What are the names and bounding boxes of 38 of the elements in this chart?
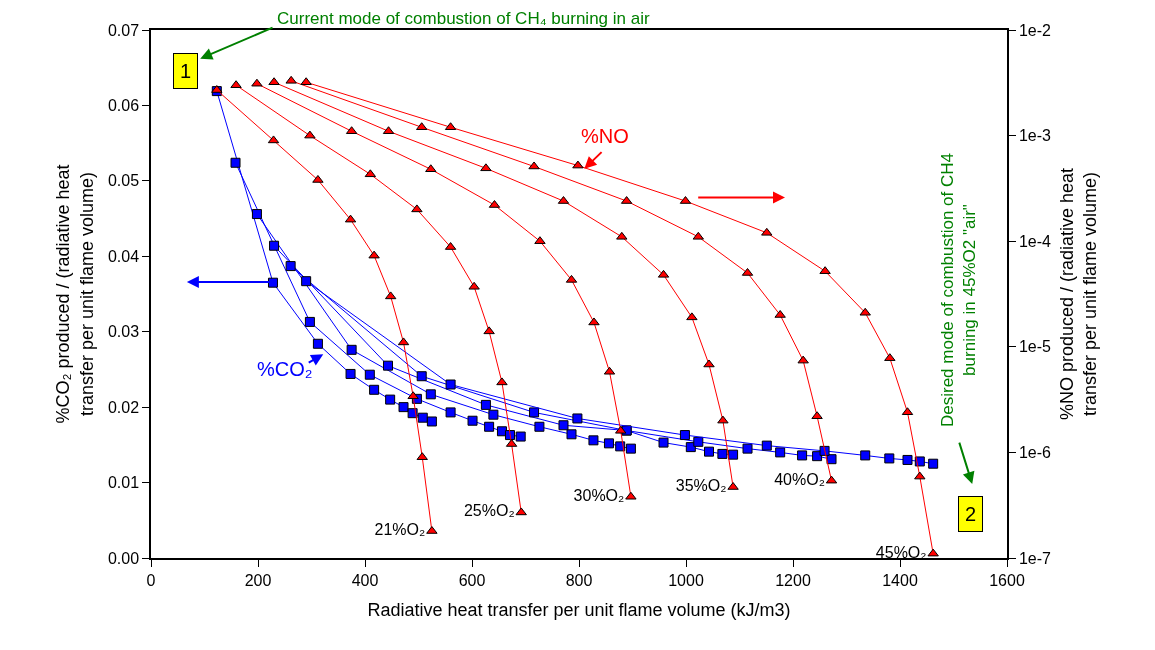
y2-tick-label: 1e-5 — [1018, 338, 1052, 356]
y2-tick-label: 1e-7 — [1018, 549, 1052, 567]
annotation: %CO₂ — [257, 358, 313, 380]
series-label: 21%O₂ — [374, 521, 426, 539]
y-tick-label: 0.03 — [107, 323, 140, 341]
x-tick-label: 600 — [458, 571, 486, 589]
y-tick-label: 0.02 — [107, 398, 140, 416]
x-tick-label: 1400 — [882, 571, 918, 589]
x-axis-title: Radiative heat transfer per unit flame volume (kJ/m3) — [367, 599, 791, 620]
annotation: %NO — [581, 125, 629, 147]
y2-tick-label: 1e-4 — [1018, 232, 1052, 250]
x-tick-label: 800 — [565, 571, 593, 589]
x-tick-label: 200 — [244, 571, 272, 589]
y-tick-label: 0.06 — [107, 97, 140, 115]
x-tick-label: 0 — [146, 571, 156, 589]
y2-tick-label: 1e-2 — [1018, 21, 1052, 39]
y2-axis-title: %NO produced / (radiative heat transfer per unit flame volume) — [1056, 167, 1101, 421]
series-label: 25%O₂ — [463, 502, 515, 520]
series-label: 45%O₂ — [875, 543, 927, 561]
annotation: 2 — [965, 503, 977, 525]
y-tick-label: 0.04 — [107, 247, 140, 265]
x-tick-label: 1600 — [989, 571, 1025, 589]
series-label: 35%O₂ — [675, 477, 727, 495]
y2-tick-label: 1e-6 — [1018, 444, 1052, 461]
y2-tick-label: 1e-3 — [1018, 127, 1052, 145]
annotation: Desired mode of combustion of CH4 burning in 45%O2 "air" — [937, 152, 979, 428]
series-label: 40%O₂ — [774, 470, 825, 488]
y-tick-label: 0.00 — [107, 549, 140, 567]
text: Current mode of combustion of CH₄ burning in air — [277, 9, 650, 28]
x-tick-label: 1000 — [668, 571, 704, 589]
x-tick-label: 1200 — [775, 571, 811, 589]
x-tick-label: 400 — [351, 571, 379, 589]
series-label: 30%O₂ — [573, 486, 625, 504]
y-axis-title: %CO₂ produced / (radiative heat transfer per unit flame volume) — [53, 164, 97, 424]
y-tick-label: 0.01 — [107, 474, 140, 492]
annotation: 1 — [180, 60, 192, 82]
y-tick-label: 0.07 — [107, 21, 140, 39]
y-tick-label: 0.05 — [107, 172, 140, 190]
